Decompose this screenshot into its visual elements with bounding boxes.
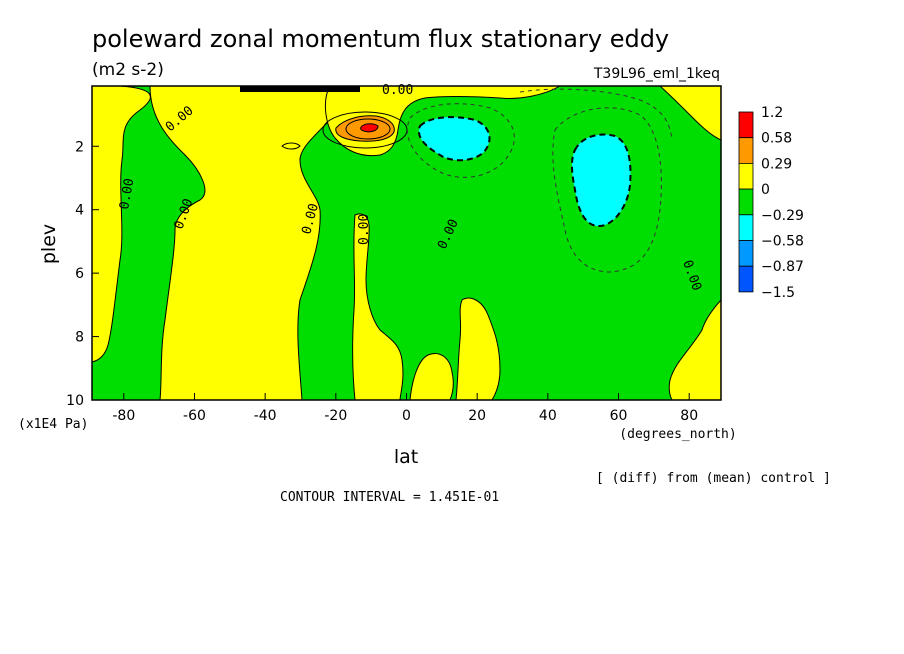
region-positive-main-south [149, 86, 336, 400]
contour-negative-outer [552, 107, 662, 273]
run-label: T39L96_eml_1keq [593, 66, 720, 82]
legend-level-label: 0.29 [761, 156, 792, 172]
top-dense-contours [240, 86, 360, 92]
region-positive-north-edge [668, 299, 721, 400]
footnote: [ (diff) from (mean) control ] [596, 471, 831, 486]
x-tick-label: 60 [610, 408, 628, 424]
x-tick-label: -80 [112, 408, 135, 424]
legend-level-label: 0.58 [761, 131, 792, 147]
legend-swatch [738, 111, 754, 139]
chart-title: poleward zonal momentum flux stationary … [92, 25, 669, 53]
color-legend: 1.2 0.58 0.29 0 −0.29 −0.58 −0.87 −1.5 [738, 105, 804, 301]
y-tick-label: 10 [66, 393, 84, 409]
contour-negative-tropic [406, 103, 515, 178]
x-tick-label: -20 [324, 408, 347, 424]
legend-swatch [738, 265, 754, 293]
contour-interval: CONTOUR INTERVAL = 1.451E-01 [280, 490, 499, 505]
legend-swatch [738, 162, 754, 190]
legend-level-label: −0.29 [761, 208, 804, 224]
plot-area [92, 86, 721, 400]
contour-dashed-cap [519, 88, 673, 141]
legend-swatch [738, 188, 754, 216]
y-tick-label: 4 [75, 203, 84, 219]
chart-units: (m2 s-2) [92, 60, 164, 80]
legend-level-label: 1.2 [761, 105, 783, 121]
legend-level-label: −0.58 [761, 234, 804, 250]
y-axis: 2 4 6 8 10 [66, 139, 99, 409]
legend-level-label: 0 [761, 182, 770, 198]
x-tick-label: 20 [468, 408, 486, 424]
region-positive-nh-subtropic [455, 297, 501, 400]
y-tick-label: 6 [75, 266, 84, 282]
y-axis-label: plev [38, 224, 60, 264]
x-tick-label: -60 [183, 408, 206, 424]
x-tick-label: 40 [539, 408, 557, 424]
contour-label: 0.00 [117, 177, 137, 210]
y-axis-units: (x1E4 Pa) [18, 417, 88, 432]
legend-swatch [738, 214, 754, 241]
contour-label: 0.00 [357, 214, 372, 245]
y-tick-label: 2 [75, 139, 84, 155]
contour-positive-ring-inner [345, 118, 391, 140]
region-max-core [360, 123, 379, 133]
legend-swatch [738, 137, 754, 164]
region-positive-equator-2 [409, 353, 454, 400]
region-low-core-nh [571, 133, 632, 228]
legend-level-label: −1.5 [761, 285, 795, 301]
legend-level-label: −0.87 [761, 259, 804, 275]
region-positive-equator [352, 213, 404, 400]
region-positive-small-sh [281, 142, 301, 150]
region-positive-left-edge [92, 86, 151, 363]
region-positive-northern-strip [659, 86, 721, 141]
y-tick-label: 8 [75, 330, 84, 346]
x-tick-label: -40 [254, 408, 277, 424]
region-low-core-tropic [417, 116, 491, 162]
legend-swatch [738, 240, 754, 267]
x-axis-units: (degrees_north) [619, 427, 736, 442]
x-axis: -80 -60 -40 -20 0 20 40 60 80 [112, 393, 698, 424]
x-tick-label: 0 [402, 408, 411, 424]
x-tick-label: 80 [680, 408, 698, 424]
x-axis-label: lat [394, 446, 418, 468]
